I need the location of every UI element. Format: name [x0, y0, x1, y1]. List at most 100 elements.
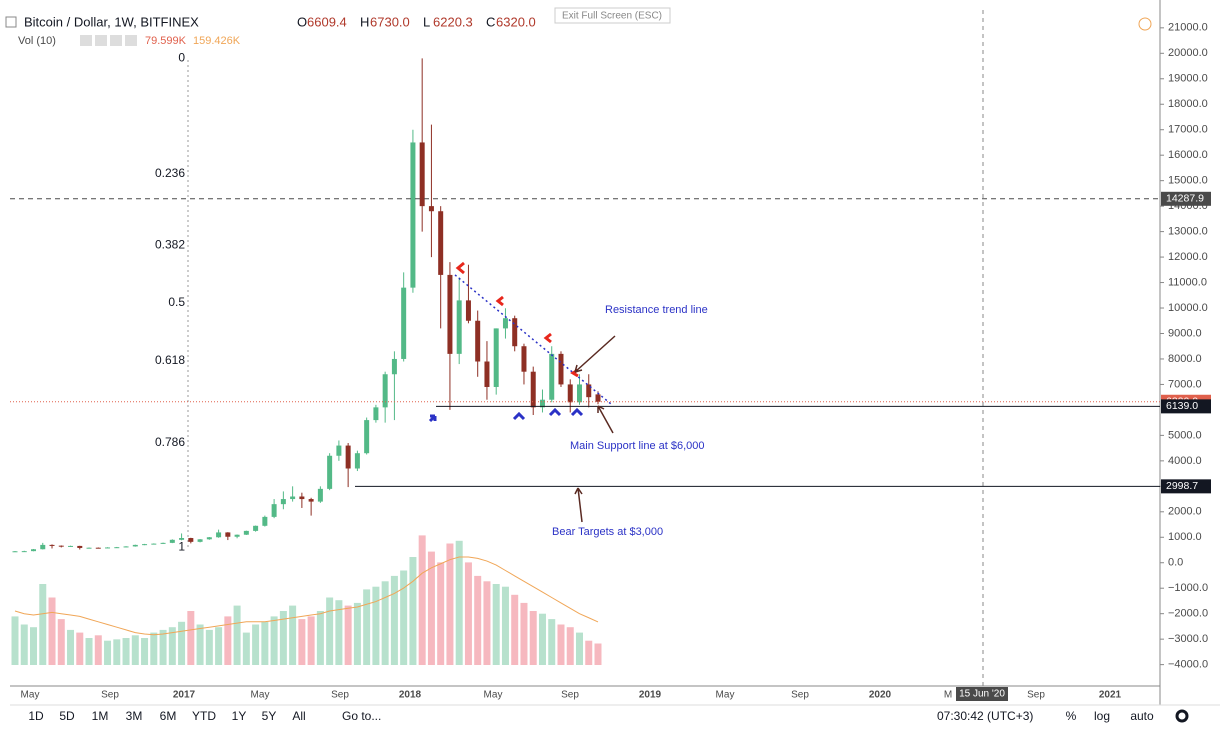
- candle-body: [576, 384, 582, 403]
- price-marker-label: 14287.9: [1166, 193, 1204, 205]
- y-tick-label: −3000.0: [1168, 633, 1208, 645]
- volume-title: Vol (10): [18, 35, 56, 47]
- range-button[interactable]: 5D: [59, 709, 75, 723]
- volume-bar: [39, 584, 47, 665]
- volume-bar: [94, 635, 102, 665]
- alert-icon[interactable]: [1138, 17, 1152, 31]
- candle-body: [373, 407, 379, 421]
- volume-bar: [85, 638, 93, 665]
- scale-option[interactable]: %: [1066, 709, 1077, 723]
- volume-bar: [585, 640, 593, 665]
- candle-body: [197, 539, 203, 542]
- candle-body: [447, 274, 453, 354]
- volume-bar: [131, 635, 139, 665]
- drawings: [428, 261, 616, 523]
- range-button[interactable]: 1D: [28, 709, 44, 723]
- y-tick-label: 2000.0: [1168, 506, 1202, 518]
- volume-icons[interactable]: [80, 35, 137, 46]
- volume-bar: [159, 629, 167, 665]
- volume-bar: [409, 557, 417, 665]
- scale-option[interactable]: auto: [1130, 709, 1154, 723]
- volume-bar: [298, 619, 306, 665]
- x-tick-label: 2020: [869, 690, 892, 701]
- y-tick-label: 17000.0: [1168, 124, 1208, 136]
- volume-bar: [437, 562, 445, 665]
- candle-body: [114, 547, 120, 549]
- volume-bar: [538, 613, 546, 665]
- range-button[interactable]: 1Y: [232, 709, 247, 723]
- crosshair-time-label: 15 Jun '20: [959, 689, 1005, 700]
- y-tick-label: 7000.0: [1168, 378, 1202, 390]
- x-tick-label: 2021: [1099, 690, 1122, 701]
- candle-body: [336, 445, 342, 456]
- y-tick-label: 0.0: [1168, 557, 1183, 569]
- volume-bar: [11, 616, 19, 665]
- candle-body: [58, 545, 64, 547]
- ohlc-value: 6320.0: [496, 14, 536, 29]
- volume-bar: [529, 611, 537, 665]
- candle-body: [530, 371, 536, 408]
- volume-bar: [400, 570, 408, 665]
- y-tick-label: 5000.0: [1168, 429, 1202, 441]
- collapse-icon[interactable]: [5, 16, 17, 28]
- candle-body: [493, 328, 499, 387]
- volume-bar: [150, 632, 158, 665]
- candle-body: [465, 300, 471, 321]
- goto-button[interactable]: Go to...: [342, 709, 381, 723]
- clock: 07:30:42 (UTC+3): [937, 709, 1033, 723]
- candle-body: [327, 455, 333, 489]
- scale-option[interactable]: log: [1094, 709, 1110, 723]
- range-button[interactable]: 6M: [160, 709, 177, 723]
- volume-bar: [307, 616, 315, 665]
- volume-bar: [474, 575, 482, 665]
- volume-bar: [215, 627, 223, 665]
- volume-bar: [372, 586, 380, 665]
- volume-bar: [67, 629, 75, 665]
- exit-fullscreen-button[interactable]: [554, 7, 671, 24]
- range-button[interactable]: All: [292, 709, 305, 723]
- candle-body: [31, 549, 37, 552]
- candle-body: [475, 320, 481, 362]
- candle-body: [308, 499, 314, 502]
- candle-body: [151, 543, 157, 545]
- candle-body: [539, 399, 545, 408]
- x-tick-label: Sep: [561, 690, 579, 701]
- candle-body: [142, 544, 148, 546]
- settings-icon[interactable]: [1175, 709, 1189, 723]
- range-button[interactable]: 3M: [126, 709, 143, 723]
- candle-body: [169, 539, 175, 543]
- volume-bar: [168, 627, 176, 665]
- volume-bar: [520, 602, 528, 665]
- candle-body: [567, 384, 573, 403]
- volume-bar: [289, 605, 297, 665]
- volume-bar: [363, 589, 371, 665]
- y-tick-label: 20000.0: [1168, 47, 1208, 59]
- volume-bar: [48, 597, 56, 665]
- volume-bar: [270, 616, 278, 665]
- price-marker-label: 6139.0: [1166, 400, 1198, 412]
- volume-bar: [427, 551, 435, 665]
- range-button[interactable]: 5Y: [262, 709, 277, 723]
- volume-bar: [113, 639, 121, 665]
- volume-bar: [548, 619, 556, 665]
- range-button[interactable]: YTD: [192, 709, 216, 723]
- price-marker-box: [1161, 399, 1211, 414]
- volume-bar: [187, 611, 195, 665]
- volume-bar: [279, 611, 287, 665]
- volume-ma-value: 159.426K: [193, 35, 241, 47]
- candle-body: [206, 537, 212, 540]
- candle-body: [299, 496, 305, 500]
- candle-body: [234, 534, 240, 537]
- candle-body: [105, 547, 111, 549]
- y-tick-label: −4000.0: [1168, 659, 1208, 671]
- candle-body: [364, 420, 370, 454]
- volume-bar: [141, 638, 149, 665]
- x-tick-label: May: [251, 690, 270, 701]
- y-tick-label: 18000.0: [1168, 98, 1208, 110]
- candle-body: [558, 353, 564, 385]
- y-tick-label: 16000.0: [1168, 149, 1208, 161]
- fib-level-label: 0.382: [155, 237, 185, 251]
- annotation: Bear Targets at $3,000: [552, 526, 663, 538]
- range-button[interactable]: 1M: [92, 709, 109, 723]
- candle-body: [40, 544, 46, 550]
